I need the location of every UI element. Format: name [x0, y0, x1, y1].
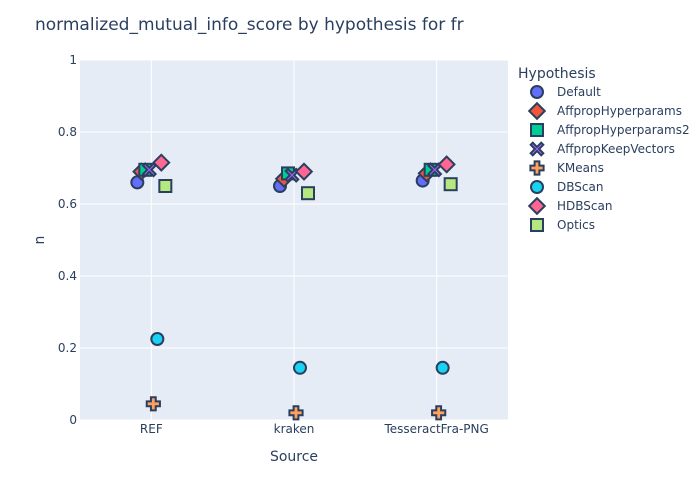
legend-items: Default AffpropHyperparams AffpropHyperpar… [527, 85, 690, 232]
legend-marker-kmeans [529, 160, 545, 176]
y-tick-label: 0.4 [58, 269, 77, 283]
data-point-optics-0 [158, 179, 173, 193]
data-point-hdbscan-0 [152, 153, 171, 172]
legend-title: Hypothesis [518, 66, 596, 82]
legend-marker-hdbscan [527, 196, 547, 216]
y-axis-ticks: 0 0.2 0.4 0.6 0.8 1 [58, 53, 77, 427]
data-point-kmeans-1 [288, 405, 304, 421]
data-points [130, 153, 458, 421]
x-axis-ticks: REF kraken TesseractFra-PNG [140, 422, 489, 436]
chart-title: normalized_mutual_info_score by hypothes… [35, 15, 464, 35]
legend-label: Optics [557, 218, 595, 232]
data-point-dbscan-2 [435, 360, 450, 375]
data-point-optics-2 [443, 177, 458, 192]
legend-marker-dbscan [530, 180, 544, 194]
legend-marker-affpropkeepvectors [529, 141, 545, 157]
data-point-kmeans-0 [145, 396, 161, 412]
legend: Hypothesis Default AffpropHyperparams Affp… [518, 66, 690, 232]
y-tick-label: 0 [69, 413, 77, 427]
data-point-optics-1 [301, 186, 315, 201]
y-tick-label: 0.6 [58, 197, 77, 211]
legend-label: AffpropKeepVectors [557, 142, 675, 156]
legend-marker-default [530, 85, 544, 99]
legend-marker-affprophyperparams2 [530, 123, 544, 137]
legend-label: AffpropHyperparams [557, 104, 682, 118]
y-tick-label: 0.2 [58, 341, 77, 355]
data-point-kmeans-2 [431, 405, 447, 421]
legend-marker-affprophyperparams [527, 101, 547, 121]
legend-label: HDBScan [557, 199, 612, 213]
legend-label: AffpropHyperparams2 [557, 123, 690, 137]
y-axis-title: n [32, 236, 48, 245]
legend-marker-optics [530, 218, 544, 232]
legend-label: DBScan [557, 180, 603, 194]
gridlines [80, 59, 508, 421]
x-tick-label: TesseractFra-PNG [384, 422, 489, 436]
data-point-dbscan-1 [293, 360, 307, 375]
legend-label: Default [557, 85, 601, 99]
data-point-hdbscan-2 [437, 155, 456, 174]
legend-label: KMeans [557, 161, 604, 175]
y-tick-label: 0.8 [58, 125, 77, 139]
y-tick-label: 1 [69, 53, 77, 67]
data-point-hdbscan-1 [294, 162, 314, 181]
data-point-dbscan-0 [150, 332, 165, 346]
x-tick-label: kraken [274, 422, 315, 436]
x-tick-label: REF [140, 422, 163, 436]
x-axis-title: Source [270, 449, 318, 465]
